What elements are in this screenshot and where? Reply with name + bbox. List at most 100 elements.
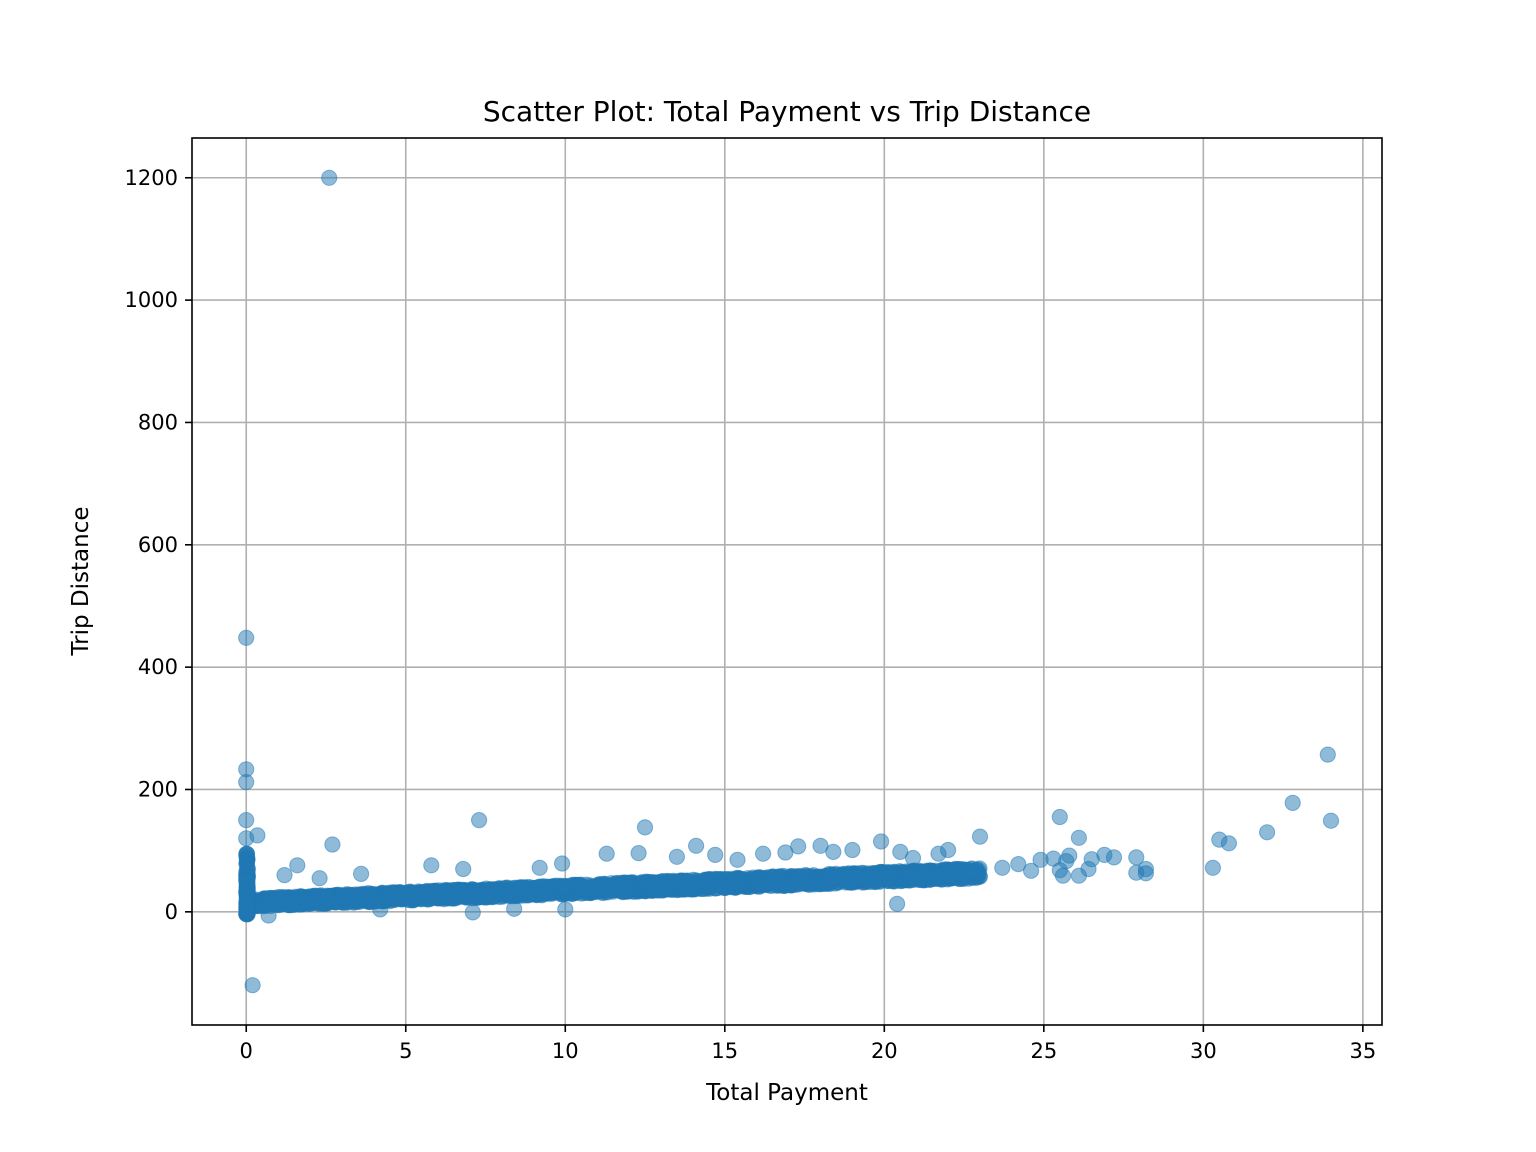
data-point: [755, 845, 772, 862]
data-point: [1070, 867, 1088, 884]
data-point: [311, 870, 328, 887]
data-point: [866, 872, 883, 889]
x-tick-label: 15: [711, 1039, 738, 1063]
data-point: [239, 897, 256, 914]
data-point: [835, 865, 853, 882]
data-point: [1051, 808, 1068, 826]
data-point: [315, 888, 332, 905]
data-point: [1284, 794, 1301, 812]
data-point: [707, 846, 724, 864]
data-point: [951, 861, 969, 878]
data-point: [276, 867, 293, 884]
data-point: [777, 844, 794, 861]
data-point: [455, 860, 472, 878]
data-point: [880, 870, 898, 887]
data-point: [384, 888, 401, 905]
x-tick-label: 35: [1349, 1039, 1376, 1063]
data-point: [615, 882, 632, 900]
data-point: [500, 885, 517, 902]
data-point: [372, 901, 389, 918]
data-point: [1204, 859, 1222, 876]
data-point: [238, 774, 255, 791]
data-point: [688, 837, 705, 854]
x-axis: 0 5 10 15 20 25 30 35: [240, 1025, 1376, 1063]
x-tick-label: 5: [399, 1039, 412, 1063]
data-point: [1259, 824, 1276, 841]
x-axis-label: Total Payment: [705, 1080, 868, 1106]
data-point: [239, 879, 256, 896]
y-tick-label: 600: [138, 533, 178, 557]
y-tick-label: 800: [138, 410, 178, 434]
data-point: [292, 888, 309, 905]
data-point: [630, 845, 647, 862]
data-point: [668, 848, 686, 865]
data-point: [844, 841, 861, 859]
data-point: [238, 629, 255, 646]
data-point: [1319, 746, 1336, 763]
x-tick-label: 0: [240, 1039, 253, 1063]
data-point: [554, 855, 571, 872]
data-point: [445, 890, 462, 907]
grid: [192, 138, 1382, 1025]
data-point: [904, 849, 922, 867]
data-point: [669, 874, 686, 891]
data-point: [506, 900, 523, 917]
y-tick-label: 1200: [125, 166, 178, 190]
x-tick-label: 10: [552, 1039, 579, 1063]
data-point: [321, 169, 338, 186]
x-tick-label: 30: [1190, 1039, 1217, 1063]
data-point: [568, 876, 585, 894]
data-point: [531, 859, 548, 876]
data-point: [1032, 851, 1049, 868]
data-point: [1070, 829, 1088, 846]
data-point: [471, 812, 488, 829]
data-point: [324, 836, 341, 853]
data-point: [687, 876, 704, 893]
data-point: [260, 907, 277, 924]
data-point: [289, 857, 306, 874]
y-tick-label: 400: [138, 655, 178, 679]
y-axis-label: Trip Distance: [68, 507, 94, 657]
data-point: [598, 845, 615, 862]
y-tick-label: 0: [165, 900, 178, 924]
data-points: [238, 169, 1340, 994]
data-point: [806, 876, 823, 893]
data-point: [244, 977, 261, 994]
data-point: [353, 865, 370, 883]
data-point: [940, 841, 957, 859]
data-point: [533, 887, 551, 904]
data-point: [423, 857, 440, 874]
data-point: [249, 827, 266, 844]
data-point: [464, 904, 481, 921]
data-point: [358, 887, 376, 904]
data-point: [825, 843, 842, 861]
data-point: [889, 895, 906, 913]
data-point: [238, 847, 255, 864]
x-tick-label: 25: [1030, 1039, 1057, 1063]
data-point: [238, 812, 255, 829]
data-point: [1322, 812, 1340, 829]
y-axis: 0 200 400 600 800 1000 1200: [125, 166, 192, 924]
data-point: [873, 833, 890, 850]
x-tick-label: 20: [871, 1039, 898, 1063]
data-point: [899, 865, 916, 882]
data-point: [1128, 849, 1145, 866]
data-point: [790, 876, 807, 893]
data-point: [728, 870, 745, 888]
data-point: [747, 871, 764, 889]
plot-frame: [191, 137, 1383, 1026]
data-point: [469, 889, 486, 906]
data-point: [342, 887, 359, 905]
data-point: [1010, 856, 1027, 873]
data-point: [636, 819, 654, 836]
data-point: [922, 868, 939, 885]
data-point: [637, 873, 654, 890]
chart-title: Scatter Plot: Total Payment vs Trip Dist…: [483, 95, 1091, 128]
data-point: [557, 901, 574, 918]
data-point: [1220, 835, 1238, 852]
y-tick-label: 200: [138, 777, 178, 801]
y-tick-label: 1000: [125, 288, 178, 312]
data-point: [1023, 862, 1040, 879]
data-point: [1128, 864, 1145, 881]
